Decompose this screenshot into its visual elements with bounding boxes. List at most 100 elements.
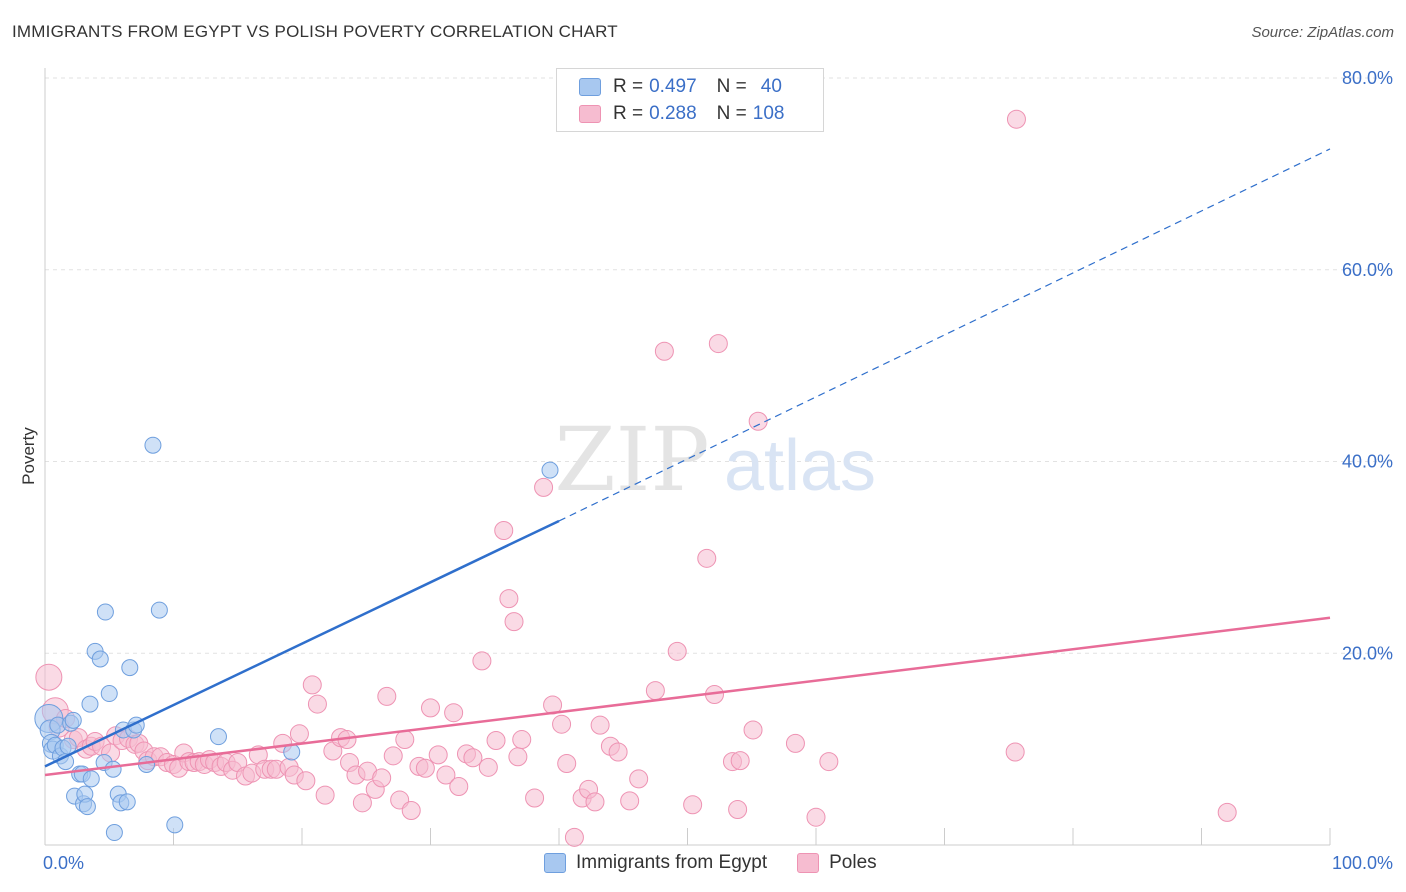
poles-point bbox=[667, 641, 687, 661]
egypt-point bbox=[541, 461, 559, 479]
egypt-point bbox=[78, 798, 96, 816]
poles-point bbox=[708, 334, 728, 354]
egypt-point bbox=[100, 685, 118, 703]
chart-title: IMMIGRANTS FROM EGYPT VS POLISH POVERTY … bbox=[12, 22, 618, 41]
poles-point bbox=[508, 747, 528, 767]
poles-point bbox=[697, 548, 717, 568]
poles-point bbox=[449, 777, 469, 797]
poles-point bbox=[819, 752, 839, 772]
poles-point bbox=[35, 663, 63, 691]
watermark-atlas: atlas bbox=[724, 426, 876, 506]
legend-swatch-egypt bbox=[544, 853, 566, 873]
legend-item-poles[interactable]: Poles bbox=[797, 852, 877, 874]
poles-point bbox=[494, 521, 514, 541]
legend-n-label: N = bbox=[716, 76, 747, 97]
points-layer bbox=[34, 109, 1237, 847]
egypt-point bbox=[104, 760, 122, 778]
poles-point bbox=[436, 765, 456, 785]
poles-point bbox=[315, 785, 335, 805]
poles-point bbox=[743, 720, 763, 740]
egypt-point bbox=[144, 436, 162, 454]
legend-n-value-egypt: 40 bbox=[760, 76, 782, 97]
poles-point bbox=[1217, 802, 1237, 822]
y-tick-label: 20.0% bbox=[1342, 643, 1393, 663]
legend-r-label: R = bbox=[613, 76, 644, 97]
egypt-point bbox=[118, 793, 136, 811]
poles-point bbox=[557, 754, 577, 774]
poles-point bbox=[728, 800, 748, 820]
watermark-zip: ZIP bbox=[554, 408, 709, 511]
poles-point bbox=[1005, 742, 1025, 762]
poles-point bbox=[472, 651, 492, 671]
poles-point bbox=[585, 792, 605, 812]
poles-point bbox=[463, 748, 483, 768]
legend-swatch-egypt bbox=[579, 78, 601, 96]
poles-point bbox=[748, 411, 768, 431]
poles-point bbox=[372, 768, 392, 788]
poles-point bbox=[377, 686, 397, 706]
egypt-trend-extension bbox=[558, 148, 1331, 522]
x-tick-label: 0.0% bbox=[43, 853, 84, 873]
egypt-point bbox=[209, 728, 227, 746]
egypt-point bbox=[105, 824, 123, 842]
grid-layer bbox=[45, 77, 1392, 654]
egypt-point bbox=[64, 711, 82, 729]
legend-n-label: N = bbox=[716, 103, 747, 124]
egypt-point bbox=[166, 816, 184, 834]
egypt-point bbox=[82, 770, 100, 788]
poles-point bbox=[590, 715, 610, 735]
legend-label-poles: Poles bbox=[829, 852, 877, 873]
watermark: ZIP atlas bbox=[554, 408, 876, 511]
egypt-trend-line bbox=[44, 519, 560, 768]
poles-point bbox=[499, 589, 519, 609]
poles-point bbox=[629, 769, 649, 789]
poles-point bbox=[307, 694, 327, 714]
source-label: Source: ZipAtlas.com bbox=[1251, 24, 1394, 41]
poles-point bbox=[525, 788, 545, 808]
poles-point bbox=[395, 730, 415, 750]
egypt-point bbox=[81, 695, 99, 713]
egypt-point bbox=[91, 650, 109, 668]
x-tick-label: 100.0% bbox=[1332, 853, 1393, 873]
poles-point bbox=[785, 733, 805, 753]
poles-point bbox=[415, 758, 435, 778]
poles-point bbox=[608, 742, 628, 762]
poles-point bbox=[564, 827, 584, 847]
poles-point bbox=[289, 724, 309, 744]
poles-point bbox=[620, 791, 640, 811]
poles-trend-line bbox=[44, 616, 1331, 777]
legend-r-label: R = bbox=[613, 103, 644, 124]
poles-point bbox=[645, 681, 665, 701]
poles-point bbox=[1006, 109, 1026, 129]
trend-layer bbox=[44, 148, 1331, 777]
poles-point bbox=[421, 698, 440, 718]
series-legend: Immigrants from Egypt Poles bbox=[544, 852, 907, 874]
legend-swatch-poles bbox=[579, 105, 601, 123]
poles-point bbox=[683, 795, 703, 815]
poles-point bbox=[428, 745, 448, 765]
poles-point bbox=[654, 341, 674, 361]
poles-point bbox=[730, 751, 750, 771]
poles-point bbox=[296, 771, 316, 791]
egypt-point bbox=[150, 601, 168, 619]
poles-point bbox=[383, 746, 403, 766]
legend-swatch-poles bbox=[797, 853, 820, 873]
legend-label-egypt: Immigrants from Egypt bbox=[576, 852, 768, 873]
y-axis-title: Poverty bbox=[19, 427, 38, 485]
poles-point bbox=[401, 800, 421, 820]
poles-point bbox=[534, 477, 554, 497]
legend-n-value-poles: 108 bbox=[752, 103, 785, 124]
egypt-point bbox=[96, 603, 114, 621]
egypt-point bbox=[121, 659, 139, 677]
poles-point bbox=[444, 703, 464, 723]
legend-r-value-poles: 0.288 bbox=[649, 103, 697, 124]
legend-row-egypt: R = 0.497 N = 40 bbox=[579, 74, 782, 100]
poles-point bbox=[486, 730, 506, 750]
y-tick-label: 80.0% bbox=[1342, 68, 1393, 88]
poles-point bbox=[512, 730, 532, 750]
poles-point bbox=[302, 675, 322, 695]
legend-row-poles: R = 0.288 N = 108 bbox=[579, 101, 784, 127]
legend-item-egypt[interactable]: Immigrants from Egypt bbox=[544, 852, 767, 874]
poles-point bbox=[552, 714, 572, 734]
